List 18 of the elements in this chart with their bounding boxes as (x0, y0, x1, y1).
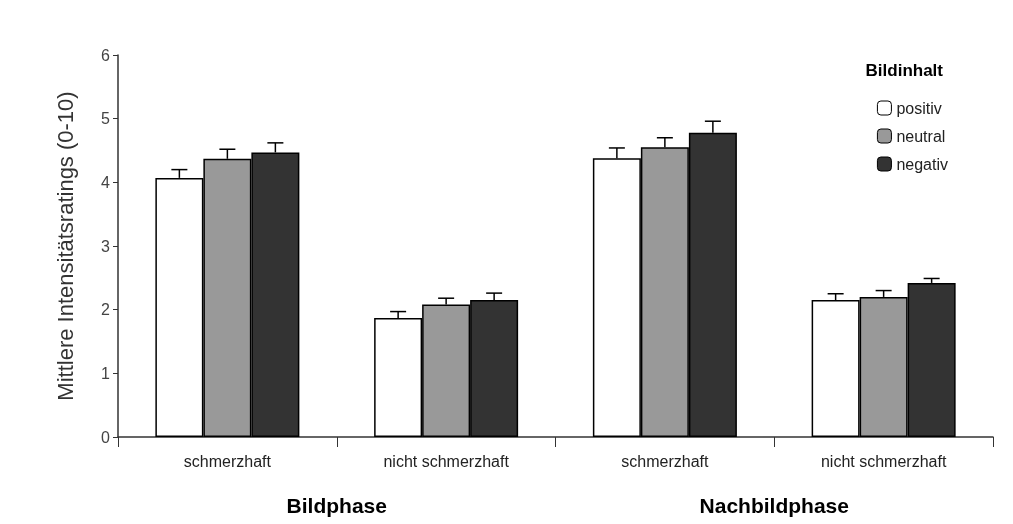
y-tick-label: 1 (101, 364, 111, 382)
x-tick-label: nicht schmerzhaft (820, 452, 947, 470)
y-tick-label: 3 (101, 237, 111, 255)
text: Bildphase (286, 494, 387, 517)
x-tick-label: schmerzhaft (183, 452, 272, 470)
text: Nachbildphase (699, 494, 849, 517)
y-tick-label: 6 (101, 46, 111, 64)
y-tick-label: 5 (101, 110, 111, 128)
y-tick-label: 0 (101, 428, 111, 446)
legend-title: Bildinhalt (865, 61, 944, 80)
x-tick-label: nicht schmerzhaft (383, 452, 510, 470)
y-tick-label: 2 (101, 301, 111, 319)
legend-label: positiv (896, 99, 942, 117)
legend-label: neutral (896, 127, 946, 145)
x-tick-label: schmerzhaft (621, 452, 709, 470)
legend-label: negativ (896, 155, 948, 173)
y-tick-label: 4 (101, 173, 111, 191)
y-axis-title: Mittlere Intensitätsratings (0-10) (52, 91, 78, 401)
